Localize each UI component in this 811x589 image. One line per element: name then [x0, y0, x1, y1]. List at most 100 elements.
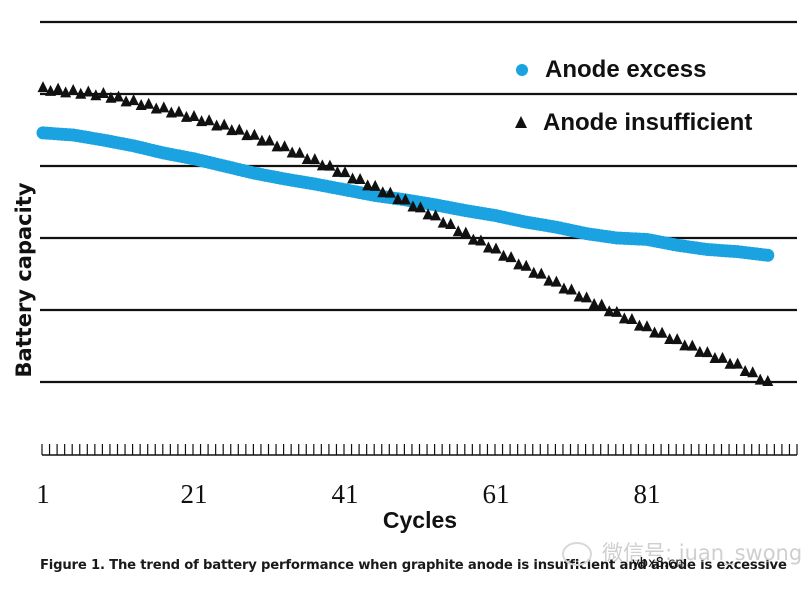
- x-tick-label: 61: [483, 479, 510, 509]
- data-point-anode-insufficient: [82, 85, 94, 97]
- data-point-anode-insufficient: [279, 140, 291, 152]
- data-point-anode-insufficient: [445, 217, 457, 229]
- data-point-anode-insufficient: [271, 140, 283, 152]
- data-point-anode-insufficient: [392, 193, 404, 205]
- watermark-overlay: ybx8.cn: [632, 556, 684, 571]
- data-point-anode-insufficient: [520, 259, 532, 271]
- data-point-anode-insufficient: [437, 216, 449, 228]
- data-point-anode-insufficient: [180, 110, 192, 122]
- data-point-anode-insufficient: [233, 123, 245, 135]
- data-point-anode-insufficient: [475, 234, 487, 246]
- data-point-anode-insufficient: [331, 165, 343, 177]
- data-point-anode-insufficient: [754, 373, 766, 385]
- data-point-anode-insufficient: [482, 241, 494, 253]
- data-point-anode-insufficient: [264, 134, 275, 146]
- data-point-anode-insufficient: [37, 81, 49, 93]
- data-point-anode-insufficient: [347, 172, 359, 184]
- data-point-anode-insufficient: [588, 298, 600, 310]
- data-point-anode-insufficient: [354, 172, 366, 184]
- data-point-anode-insufficient: [399, 193, 411, 205]
- data-point-anode-insufficient: [709, 352, 721, 364]
- data-point-anode-insufficient: [656, 326, 668, 338]
- data-point-anode-insufficient: [203, 114, 215, 126]
- figure-caption: Figure 1. The trend of battery performan…: [40, 558, 787, 573]
- data-point-anode-insufficient: [165, 106, 177, 118]
- data-point-anode-insufficient: [188, 109, 200, 121]
- data-point-anode-insufficient: [641, 320, 653, 332]
- legend: Anode excess Anode insufficient: [515, 56, 752, 136]
- data-point-anode-insufficient: [67, 84, 79, 96]
- x-tick-label: 1: [36, 479, 50, 509]
- data-point-anode-insufficient: [158, 101, 170, 113]
- legend-label-anode-insufficient: Anode insufficient: [543, 109, 752, 136]
- x-tick-labels: 1 21 41 61 81: [36, 479, 660, 509]
- data-point-anode-insufficient: [566, 283, 577, 295]
- series-anode-insufficient: [37, 81, 774, 386]
- data-point-anode-insufficient: [422, 208, 434, 220]
- data-point-anode-insufficient: [316, 159, 328, 171]
- x-axis-title: Cycles: [383, 507, 457, 533]
- data-point-anode-insufficient: [633, 319, 645, 331]
- data-point-anode-insufficient: [671, 333, 683, 345]
- data-point-anode-insufficient: [550, 275, 562, 287]
- data-point-anode-insufficient: [558, 282, 570, 294]
- data-point-anode-insufficient: [241, 129, 253, 141]
- data-point-anode-insufficient: [196, 115, 208, 127]
- data-point-anode-insufficient: [128, 94, 140, 106]
- data-point-anode-insufficient: [498, 249, 510, 261]
- data-point-anode-insufficient: [384, 186, 396, 198]
- data-point-anode-insufficient: [664, 332, 676, 344]
- legend-marker-anode-excess: [516, 64, 528, 76]
- data-point-anode-insufficient: [649, 326, 661, 338]
- series-anode-excess: [36, 126, 775, 262]
- data-point-anode-insufficient: [407, 200, 419, 212]
- data-point-anode-insufficient: [309, 153, 321, 165]
- data-point-anode-insufficient: [248, 128, 260, 140]
- data-point-anode-insufficient: [732, 357, 744, 369]
- data-point-anode-insufficient: [528, 266, 540, 278]
- data-point-anode-insufficient: [747, 366, 759, 378]
- data-point-anode-insufficient: [377, 186, 389, 198]
- data-point-anode-insufficient: [135, 98, 147, 110]
- legend-label-anode-excess: Anode excess: [545, 56, 706, 83]
- data-point-anode-insufficient: [286, 146, 298, 158]
- y-axis-title: Battery capacity: [12, 182, 36, 377]
- data-point-anode-insufficient: [694, 345, 706, 357]
- data-point-anode-insufficient: [717, 351, 728, 363]
- data-point-anode-insufficient: [150, 102, 162, 114]
- data-point-anode-insufficient: [686, 339, 698, 351]
- data-point-anode-insufficient: [490, 242, 502, 254]
- data-point-anode-insufficient: [618, 312, 630, 324]
- data-point-anode-insufficient: [339, 166, 351, 178]
- watermark: 微信号: juan_swong: [562, 537, 802, 567]
- data-point-anode-insufficient: [452, 225, 464, 237]
- data-point-anode-insufficient: [611, 305, 623, 317]
- data-point-anode-insufficient: [226, 124, 238, 136]
- x-tick-label: 81: [634, 479, 661, 509]
- data-point-anode-insufficient: [762, 374, 774, 386]
- x-axis: [41, 444, 798, 456]
- data-point-anode-insufficient: [603, 305, 615, 317]
- data-point-anode-insufficient: [105, 91, 117, 103]
- wechat-icon: [562, 542, 592, 566]
- data-point-anode-insufficient: [460, 226, 472, 238]
- data-point-anode-insufficient: [211, 119, 223, 131]
- data-point-anode-insufficient: [362, 179, 374, 191]
- data-point-anode-insufficient: [369, 179, 381, 191]
- data-point-anode-insufficient: [301, 152, 313, 164]
- data-point-anode-insufficient: [535, 267, 547, 279]
- data-point-anode-insufficient: [543, 274, 555, 286]
- data-point-anode-insufficient: [173, 105, 185, 117]
- data-point-anode-insufficient: [415, 201, 426, 213]
- data-point-anode-insufficient: [513, 258, 525, 270]
- data-point-anode-insufficient: [581, 291, 593, 303]
- data-point-anode-insufficient: [324, 159, 336, 171]
- data-point-anode-insufficient: [467, 233, 479, 245]
- data-point-anode-insufficient: [120, 95, 132, 107]
- data-point-anode-insufficient: [626, 313, 638, 325]
- gridlines: [40, 20, 797, 384]
- data-point-anode-insufficient: [97, 86, 109, 98]
- data-point-anode-insufficient: [143, 97, 155, 109]
- data-point-anode-insufficient: [218, 118, 230, 130]
